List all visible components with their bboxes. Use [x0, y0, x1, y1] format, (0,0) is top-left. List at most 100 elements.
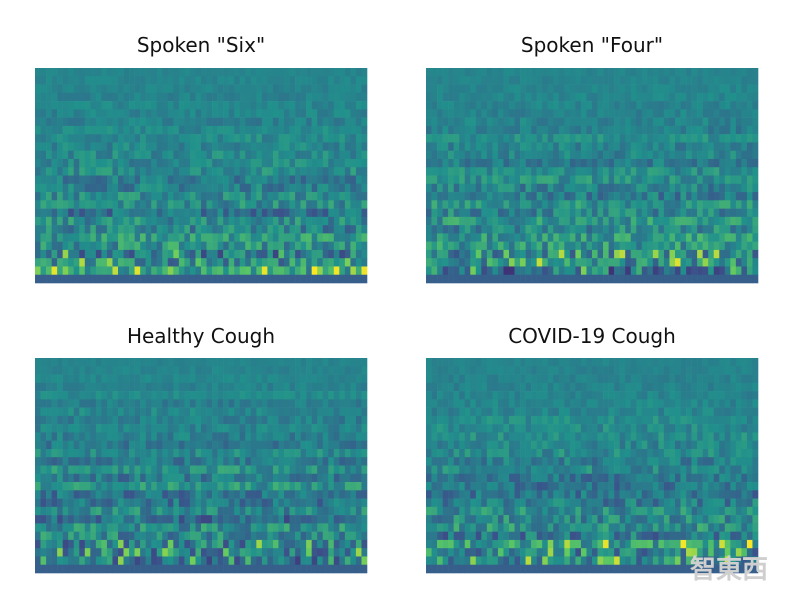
spectrogram-cell	[592, 68, 598, 77]
spectrogram-cell	[431, 382, 438, 392]
spectrogram-cell	[278, 374, 285, 384]
spectrogram-cell	[267, 109, 274, 118]
spectrogram-cell	[167, 482, 174, 491]
spectrogram-cell	[245, 490, 252, 499]
spectrogram-cell	[62, 101, 69, 110]
spectrogram-cell	[151, 366, 158, 375]
spectrogram-cell	[167, 117, 174, 127]
spectrogram-cell	[40, 539, 47, 549]
spectrogram-cell	[84, 150, 91, 160]
spectrogram-cell	[603, 109, 609, 118]
spectrogram-cell	[95, 233, 102, 242]
spectrogram-cell	[492, 274, 499, 284]
spectrogram-cell	[641, 92, 648, 102]
spectrogram-cell	[630, 68, 637, 77]
spectrogram-cell	[547, 192, 554, 201]
spectrogram-cell	[724, 101, 731, 110]
spectrogram-cell	[658, 358, 665, 367]
spectrogram-cell	[531, 109, 537, 118]
spectrogram-cell	[520, 101, 526, 110]
spectrogram-cell	[741, 391, 748, 400]
spectrogram-cell	[311, 266, 318, 276]
spectrogram-cell	[300, 399, 307, 408]
spectrogram-cell	[90, 523, 97, 532]
spectrogram-cell	[641, 150, 648, 160]
spectrogram-cell	[724, 391, 731, 400]
spectrogram-cell	[256, 208, 263, 218]
spectrogram-cell	[597, 167, 604, 176]
spectrogram-cell	[675, 117, 681, 127]
spectrogram-cell	[636, 274, 643, 284]
spectrogram-cell	[250, 92, 257, 102]
spectrogram-cell	[306, 407, 312, 417]
spectrogram-cell	[228, 490, 235, 499]
spectrogram-cell	[344, 374, 351, 384]
spectrogram-cell	[79, 440, 86, 450]
spectrogram-cell	[95, 249, 102, 259]
spectrogram-cell	[680, 258, 687, 267]
spectrogram-cell	[129, 539, 135, 549]
spectrogram-cell	[201, 440, 207, 450]
spectrogram-cell	[68, 241, 75, 251]
spectrogram-cell	[284, 117, 290, 127]
spectrogram-cell	[73, 158, 80, 168]
spectrogram-cell	[431, 101, 438, 110]
spectrogram-cell	[691, 266, 698, 276]
spectrogram-cell	[261, 539, 268, 549]
spectrogram-cell	[267, 76, 274, 85]
spectrogram-cell	[90, 274, 97, 284]
spectrogram-cell	[328, 175, 335, 185]
spectrogram-cell	[647, 216, 654, 226]
spectrogram-cell	[95, 473, 102, 483]
spectrogram-cell	[134, 548, 141, 557]
spectrogram-cell	[311, 548, 318, 557]
spectrogram-cell	[586, 125, 593, 135]
spectrogram-cell	[536, 266, 543, 276]
spectrogram-cell	[691, 274, 698, 284]
spectrogram-cell	[106, 216, 113, 226]
spectrogram-cell	[289, 382, 296, 392]
spectrogram-cell	[614, 125, 620, 135]
spectrogram-cell	[350, 68, 357, 77]
spectrogram-cell	[267, 473, 274, 483]
spectrogram-cell	[145, 109, 152, 118]
spectrogram-cell	[459, 192, 466, 201]
spectrogram-cell	[322, 391, 329, 400]
spectrogram-cell	[431, 158, 438, 168]
spectrogram-cell	[306, 382, 312, 392]
spectrogram-cell	[514, 76, 521, 85]
spectrogram-cell	[575, 134, 582, 143]
spectrogram-cell	[547, 208, 554, 218]
spectrogram-cell	[686, 225, 692, 234]
spectrogram-cell	[140, 249, 146, 259]
spectrogram-cell	[129, 200, 135, 209]
spectrogram-cell	[57, 134, 63, 143]
spectrogram-cell	[245, 440, 252, 450]
spectrogram-cell	[239, 134, 246, 143]
spectrogram-cell	[57, 391, 63, 400]
spectrogram-cell	[201, 556, 207, 566]
spectrogram-cell	[95, 465, 102, 475]
spectrogram-cell	[51, 490, 58, 499]
spectrogram-cell	[112, 440, 119, 450]
spectrogram-cell	[217, 258, 224, 267]
spectrogram-cell	[339, 556, 346, 566]
spectrogram-cell	[630, 266, 637, 276]
spectrogram-cell	[228, 84, 235, 94]
spectrogram-cell	[724, 84, 731, 94]
spectrogram-cell	[162, 274, 169, 284]
spectrogram-cell	[470, 208, 477, 218]
spectrogram-cell	[173, 366, 180, 375]
spectrogram-cell	[680, 68, 687, 77]
spectrogram-cell	[339, 358, 346, 367]
spectrogram-cell	[569, 142, 576, 151]
spectrogram-cell	[62, 158, 69, 168]
spectrogram-cell	[62, 76, 69, 85]
spectrogram-cell	[652, 158, 659, 168]
spectrogram-cell	[101, 366, 108, 375]
spectrogram-cell	[35, 92, 41, 102]
spectrogram-cell	[234, 498, 241, 508]
spectrogram-cell	[73, 523, 80, 532]
spectrogram-cell	[492, 225, 499, 234]
spectrogram-cell	[62, 432, 69, 441]
